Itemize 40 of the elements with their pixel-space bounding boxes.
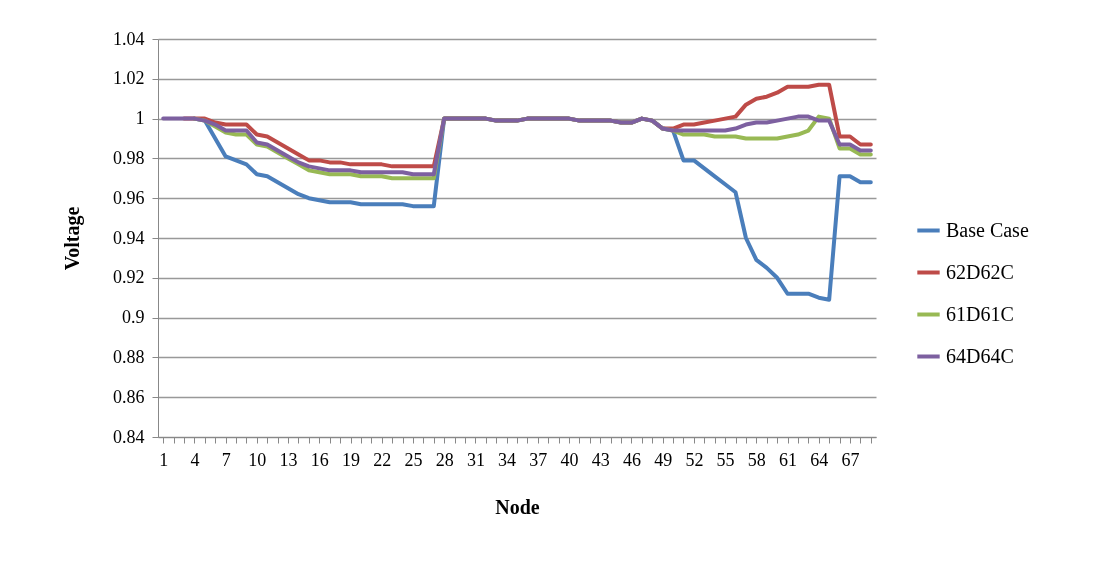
x-tick-label: 1: [159, 449, 169, 470]
x-tick-label: 64: [810, 449, 829, 470]
y-tick-label: 0.92: [113, 267, 145, 288]
x-tick-label: 28: [435, 449, 454, 470]
y-tick-label: 1.04: [113, 28, 145, 49]
y-tick-label: 0.86: [113, 386, 145, 407]
x-tick-label: 31: [466, 449, 485, 470]
legend-label: Base Case: [946, 218, 1029, 241]
x-tick-label: 49: [654, 449, 673, 470]
y-tick-label: 0.96: [113, 187, 145, 208]
x-tick-label: 43: [591, 449, 610, 470]
y-tick-label: 0.94: [113, 227, 145, 248]
x-tick-label: 7: [221, 449, 231, 470]
x-tick-label: 19: [342, 449, 361, 470]
y-tick-label: 1.02: [113, 68, 145, 89]
x-tick-label: 37: [529, 449, 548, 470]
y-tick-label: 0.84: [113, 426, 145, 447]
y-tick-label: 1: [135, 108, 145, 129]
x-axis-title: Node: [495, 495, 540, 518]
x-tick-label: 10: [248, 449, 267, 470]
x-tick-label: 40: [560, 449, 579, 470]
y-tick-label: 0.88: [113, 346, 145, 367]
x-tick-label: 22: [373, 449, 392, 470]
legend-label: 61D61C: [946, 302, 1014, 325]
x-tick-label: 13: [279, 449, 298, 470]
x-tick-label: 34: [498, 449, 517, 470]
x-tick-label: 61: [779, 449, 798, 470]
x-tick-label: 52: [685, 449, 704, 470]
y-tick-label: 0.9: [122, 307, 145, 328]
x-tick-label: 46: [622, 449, 641, 470]
x-tick-label: 16: [310, 449, 329, 470]
x-tick-label: 58: [747, 449, 766, 470]
y-tick-label: 0.98: [113, 147, 145, 168]
x-tick-label: 67: [841, 449, 860, 470]
legend-label: 62D62C: [946, 260, 1014, 283]
y-axis-title: Voltage: [61, 206, 84, 271]
legend-label: 64D64C: [946, 344, 1014, 367]
x-tick-label: 55: [716, 449, 735, 470]
x-tick-label: 25: [404, 449, 423, 470]
x-tick-label: 4: [190, 449, 200, 470]
